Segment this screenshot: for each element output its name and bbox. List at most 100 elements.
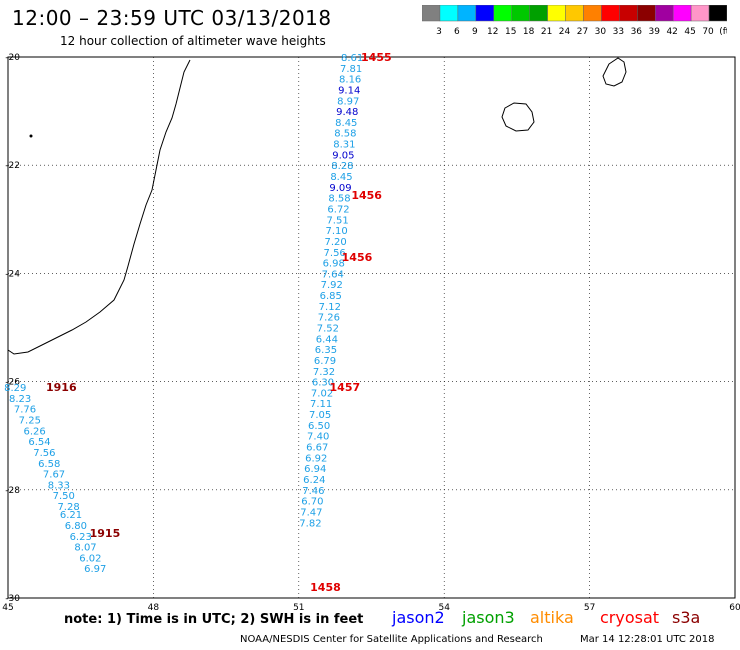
pass-time-label: 1457 <box>330 381 361 394</box>
swh-value-label: 7.92 <box>321 280 343 291</box>
legend-tick-label: 6 <box>454 27 460 37</box>
legend-tick-label: 36 <box>631 27 643 37</box>
swh-value-label: 7.47 <box>300 507 322 518</box>
legend-tick-label: 45 <box>684 27 695 37</box>
x-tick-label: 48 <box>148 603 160 613</box>
x-tick-label: 54 <box>438 603 450 613</box>
coastline-mauritius <box>602 57 627 87</box>
legend-tick-label: 39 <box>649 27 661 37</box>
swh-value-label: 6.23 <box>70 532 92 543</box>
pass-time-label: 1915 <box>90 527 121 540</box>
swh-value-label: 8.29 <box>4 383 26 394</box>
swh-value-label: 6.94 <box>304 464 326 475</box>
swh-value-label: 6.98 <box>323 259 345 270</box>
swh-value-label: 8.58 <box>334 129 356 140</box>
swh-value-label: 7.05 <box>309 410 331 421</box>
y-tick-label: -30 <box>5 594 20 604</box>
swh-value-label: 7.02 <box>311 388 333 399</box>
legend-tick-label: 24 <box>559 27 571 37</box>
swh-value-label: 6.97 <box>84 564 106 575</box>
swh-value-label: 8.45 <box>330 172 352 183</box>
swh-value-label: 6.50 <box>308 421 330 432</box>
legend-swatch <box>708 5 727 22</box>
swh-value-label: 7.28 <box>57 502 79 513</box>
legend-tick-label: 42 <box>666 27 677 37</box>
swh-value-label: 7.67 <box>43 470 65 481</box>
swh-value-label: 6.80 <box>65 521 87 532</box>
swh-value-label: 6.35 <box>315 345 337 356</box>
x-tick-label: 51 <box>293 603 304 613</box>
swh-value-label: 7.12 <box>319 302 341 313</box>
footer-credit: NOAA/NESDIS Center for Satellite Applica… <box>240 634 543 645</box>
y-tick-label: -24 <box>5 269 20 279</box>
swh-value-label: 6.85 <box>320 291 342 302</box>
x-tick-label: 60 <box>729 603 740 613</box>
swh-value-label: 7.56 <box>33 448 55 459</box>
swh-value-label: 8.61 <box>341 53 363 64</box>
x-tick-label: 57 <box>584 603 595 613</box>
swh-value-label: 8.16 <box>339 75 361 86</box>
swh-value-label: 7.10 <box>325 226 347 237</box>
swh-value-label: 7.56 <box>324 248 346 259</box>
satellite-label-altika: altika <box>530 608 574 627</box>
pass-time-label: 1458 <box>310 581 341 594</box>
y-tick-label: -28 <box>5 486 20 496</box>
coastline-reunion <box>501 102 535 132</box>
swh-value-label: 6.44 <box>316 334 338 345</box>
swh-value-label: 7.52 <box>317 324 339 335</box>
swh-value-label: 9.14 <box>338 85 360 96</box>
legend-tick-label: 3 <box>436 27 442 37</box>
swh-value-label: 7.25 <box>19 415 41 426</box>
y-tick-label: -26 <box>5 378 20 388</box>
swh-value-label: 8.45 <box>335 118 357 129</box>
satellite-label-jason2: jason2 <box>392 608 445 627</box>
swh-value-label: 8.31 <box>333 140 355 151</box>
swh-value-label: 7.64 <box>322 269 344 280</box>
legend-tick-label: (ft) <box>719 27 727 37</box>
swh-value-label: 6.26 <box>24 426 46 437</box>
chart-subtitle: 12 hour collection of altimeter wave hei… <box>60 34 326 48</box>
legend-tick-label: 12 <box>487 27 498 37</box>
swh-value-label: 7.76 <box>14 405 36 416</box>
swh-value-label: 7.81 <box>340 64 362 75</box>
legend-tick-label: 27 <box>577 27 588 37</box>
satellite-label-jason3: jason3 <box>462 608 515 627</box>
swh-value-label: 8.07 <box>74 543 96 554</box>
swh-value-label: 6.30 <box>312 378 334 389</box>
footer-note: note: 1) Time is in UTC; 2) SWH is in fe… <box>64 612 364 627</box>
swh-value-label: 6.21 <box>60 510 82 521</box>
legend-tick-label: 21 <box>541 27 552 37</box>
pass-time-label: 1916 <box>46 381 77 394</box>
legend-tick-label: 9 <box>472 27 478 37</box>
chart-title: 12:00 – 23:59 UTC 03/13/2018 <box>12 6 332 30</box>
footer-timestamp: Mar 14 12:28:01 UTC 2018 <box>580 634 715 645</box>
swh-value-label: 9.09 <box>329 183 351 194</box>
x-tick-label: 45 <box>2 603 13 613</box>
legend-tick-label: 18 <box>523 27 535 37</box>
swh-value-label: 8.23 <box>9 394 31 405</box>
swh-value-label: 6.02 <box>79 553 101 564</box>
swh-value-label: 6.24 <box>303 475 325 486</box>
swh-value-label: 8.28 <box>331 161 353 172</box>
swh-value-label: 8.33 <box>48 480 70 491</box>
swh-value-label: 7.51 <box>326 215 348 226</box>
satellite-label-cryosat: cryosat <box>600 608 660 627</box>
pass-time-label: 1455 <box>361 51 392 64</box>
y-tick-label: -20 <box>5 53 20 63</box>
swh-value-label: 9.05 <box>332 150 354 161</box>
swh-value-label: 6.58 <box>38 459 60 470</box>
pass-time-label: 1456 <box>351 189 382 202</box>
swh-value-label: 6.67 <box>306 443 328 454</box>
y-tick-label: -22 <box>5 161 20 171</box>
coastline-madagascar <box>7 59 191 355</box>
swh-value-label: 7.46 <box>302 486 324 497</box>
islet-marker <box>29 134 33 138</box>
satellite-label-s3a: s3a <box>672 608 701 627</box>
swh-value-label: 6.54 <box>28 437 50 448</box>
swh-value-label: 6.79 <box>314 356 336 367</box>
swh-value-label: 8.58 <box>328 194 350 205</box>
swh-value-label: 7.26 <box>318 313 340 324</box>
